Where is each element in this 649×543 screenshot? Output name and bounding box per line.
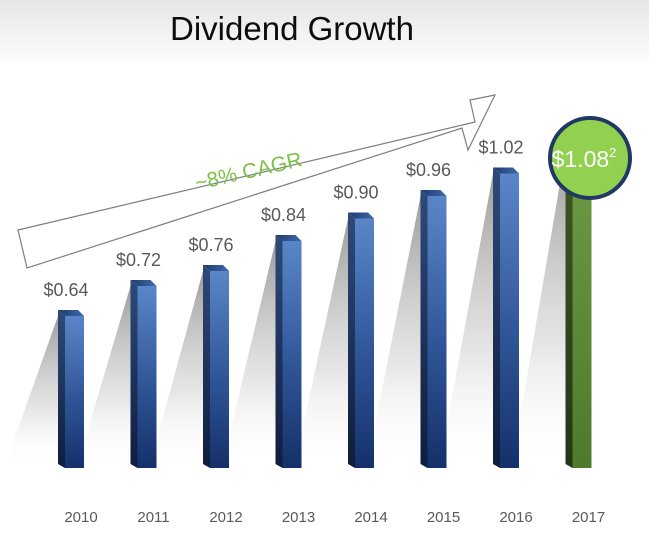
bar-2015: [420, 190, 447, 468]
bar-top-2016: [493, 167, 519, 174]
bar-shadow-2013: [221, 241, 276, 468]
bar-front-2016: [500, 173, 519, 468]
bar-front-2014: [355, 218, 374, 468]
bars: [58, 145, 592, 468]
bar-top-2012: [203, 265, 229, 271]
x-tick-2016: 2016: [499, 509, 532, 526]
bar-2012: [203, 265, 229, 468]
bar-2011: [130, 280, 157, 468]
bar-top-2011: [130, 280, 157, 286]
callout-label: $1.082: [552, 145, 617, 172]
bar-2013: [275, 235, 302, 468]
x-tick-2015: 2015: [427, 509, 460, 526]
bar-front-2011: [137, 286, 157, 468]
x-tick-2011: 2011: [137, 509, 169, 526]
bar-front-2013: [282, 241, 302, 468]
value-label-2016: $1.02: [478, 138, 523, 158]
highlight-callout: $1.082: [548, 116, 632, 200]
bar-shadow-2014: [294, 218, 348, 468]
bar-top-2015: [420, 190, 447, 196]
bar-side-2017: [565, 145, 573, 468]
chart-title: Dividend Growth: [170, 10, 414, 47]
callout-superscript: 2: [609, 145, 616, 160]
bar-shadow-2011: [76, 286, 131, 468]
x-tick-2017: 2017: [572, 509, 605, 526]
bar-side-2010: [58, 310, 65, 468]
bar-shadow-2015: [366, 196, 421, 468]
bar-side-2016: [493, 167, 500, 468]
bar-shadow-2016: [439, 173, 493, 468]
callout-circle: [548, 116, 632, 200]
bar-front-2010: [65, 316, 84, 468]
value-label-2015: $0.96: [406, 160, 451, 180]
bar-2014: [348, 212, 374, 468]
x-tick-2013: 2013: [282, 509, 315, 526]
bar-side-2014: [348, 212, 355, 468]
value-label-2014: $0.90: [333, 183, 378, 203]
x-tick-2012: 2012: [209, 509, 242, 526]
bar-side-2011: [130, 280, 138, 468]
cagr-arrow-shape: [17, 94, 497, 269]
bar-front-2017: [572, 151, 592, 468]
bar-front-2015: [427, 196, 447, 468]
bar-front-2012: [210, 271, 229, 468]
bar-shadows: [4, 151, 566, 468]
x-tick-2014: 2014: [354, 509, 387, 526]
value-label-2012: $0.76: [188, 235, 233, 255]
value-label-2010: $0.64: [43, 280, 88, 300]
value-label-2011: $0.72: [116, 250, 161, 270]
bar-2016: [493, 167, 519, 468]
bar-shadow-2010: [4, 316, 58, 468]
bar-side-2013: [275, 235, 283, 468]
bar-side-2012: [203, 265, 210, 468]
callout-value: $1.08: [552, 146, 610, 172]
bar-top-2014: [348, 212, 374, 219]
x-axis-labels: 2010 2011 2012 2013 2014 2015 2016 2017: [64, 509, 605, 526]
bar-shadow-2012: [149, 271, 203, 468]
value-label-2013: $0.84: [261, 205, 306, 225]
bar-top-2013: [275, 235, 302, 241]
bar-shadow-2017: [511, 151, 566, 468]
bar-top-2010: [58, 310, 84, 316]
x-tick-2010: 2010: [64, 509, 97, 526]
bar-side-2015: [420, 190, 428, 468]
title-band: [0, 0, 649, 60]
bar-2010: [58, 310, 84, 468]
value-labels: $0.64 $0.72 $0.76 $0.84 $0.90 $0.96 $1.02: [43, 138, 523, 301]
